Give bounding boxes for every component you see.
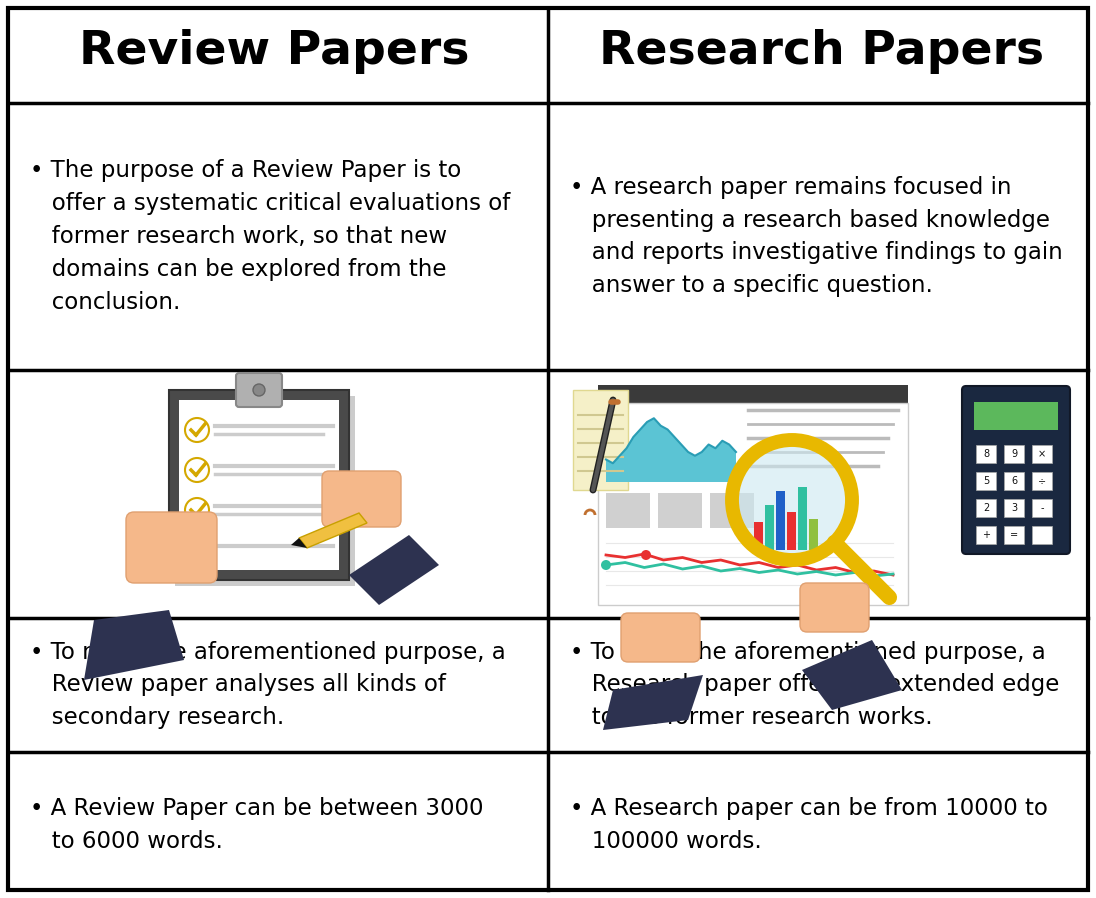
Bar	[658, 493, 703, 528]
Text: ×: ×	[1038, 449, 1046, 459]
Polygon shape	[802, 640, 902, 710]
Bar	[1032, 499, 1052, 517]
FancyBboxPatch shape	[800, 583, 869, 632]
Polygon shape	[299, 513, 367, 548]
Polygon shape	[603, 675, 703, 730]
Bar	[977, 526, 996, 544]
Bar	[1004, 526, 1024, 544]
Bar	[169, 390, 349, 580]
Circle shape	[185, 498, 209, 522]
Circle shape	[601, 560, 610, 570]
Bar	[974, 402, 1058, 430]
Bar	[1004, 499, 1024, 517]
Polygon shape	[84, 610, 184, 680]
FancyBboxPatch shape	[322, 471, 401, 527]
Bar	[776, 490, 785, 550]
Bar	[598, 385, 907, 403]
Circle shape	[732, 440, 852, 560]
Circle shape	[185, 418, 209, 442]
Text: • A Review Paper can be between 3000
   to 6000 words.: • A Review Paper can be between 3000 to …	[30, 797, 483, 853]
Text: 3: 3	[1011, 503, 1017, 513]
Bar	[573, 390, 628, 490]
Polygon shape	[349, 535, 439, 605]
Bar	[1032, 526, 1052, 544]
Text: • The purpose of a Review Paper is to
   offer a systematic critical evaluations: • The purpose of a Review Paper is to of…	[30, 159, 511, 313]
Text: • To meet the aforementioned purpose, a
   Review paper analyses all kinds of
  : • To meet the aforementioned purpose, a …	[30, 640, 505, 729]
Bar	[809, 518, 818, 550]
Text: • To meet the aforementioned purpose, a
   Research paper offers an extended edg: • To meet the aforementioned purpose, a …	[570, 640, 1060, 729]
Circle shape	[185, 458, 209, 482]
Bar	[175, 396, 355, 586]
Bar	[1032, 445, 1052, 463]
Text: +: +	[982, 530, 990, 540]
Polygon shape	[606, 418, 737, 482]
Bar	[754, 522, 763, 550]
FancyBboxPatch shape	[126, 512, 217, 583]
Circle shape	[185, 538, 209, 562]
Bar	[977, 499, 996, 517]
Bar	[1004, 445, 1024, 463]
Text: 5: 5	[983, 476, 989, 486]
FancyBboxPatch shape	[962, 386, 1070, 554]
Bar	[798, 487, 807, 550]
Text: 2: 2	[983, 503, 989, 513]
Bar	[787, 512, 796, 550]
Bar	[1004, 472, 1024, 490]
Text: • A Research paper can be from 10000 to
   100000 words.: • A Research paper can be from 10000 to …	[570, 797, 1048, 853]
Text: • A research paper remains focused in
   presenting a research based knowledge
 : • A research paper remains focused in pr…	[570, 176, 1063, 297]
Bar	[1032, 472, 1052, 490]
Text: Research Papers: Research Papers	[600, 29, 1044, 74]
Bar	[179, 400, 339, 570]
Circle shape	[641, 550, 651, 560]
Bar	[710, 493, 754, 528]
Text: =: =	[1009, 530, 1018, 540]
Bar	[977, 472, 996, 490]
Text: 8: 8	[983, 449, 989, 459]
Text: ÷: ÷	[1038, 476, 1046, 486]
Text: -: -	[1040, 503, 1043, 513]
Bar	[606, 493, 650, 528]
Bar	[765, 505, 774, 550]
FancyBboxPatch shape	[236, 373, 282, 407]
Text: Review Papers: Review Papers	[79, 29, 469, 74]
Text: 9: 9	[1011, 449, 1017, 459]
Bar	[977, 445, 996, 463]
Polygon shape	[292, 538, 307, 548]
Text: 6: 6	[1011, 476, 1017, 486]
Circle shape	[253, 384, 265, 396]
Bar	[598, 403, 907, 605]
FancyBboxPatch shape	[621, 613, 700, 662]
